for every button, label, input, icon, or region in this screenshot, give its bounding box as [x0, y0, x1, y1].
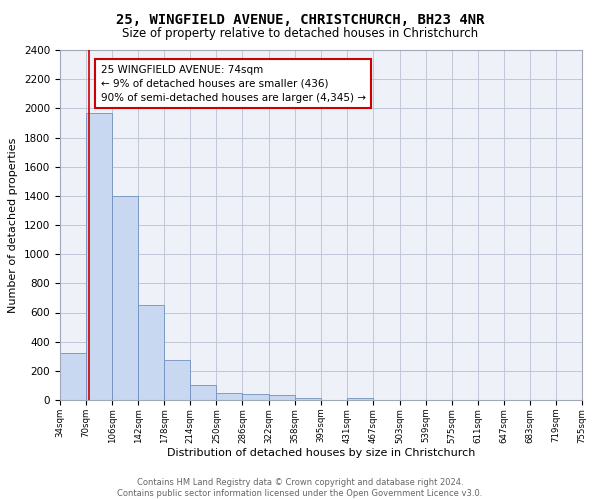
Y-axis label: Number of detached properties: Number of detached properties — [8, 138, 19, 312]
Bar — [138, 305, 164, 400]
Bar — [164, 360, 190, 400]
Bar — [347, 398, 373, 400]
Bar — [112, 196, 138, 400]
Bar — [295, 398, 322, 400]
Bar — [242, 394, 269, 400]
Text: 25, WINGFIELD AVENUE, CHRISTCHURCH, BH23 4NR: 25, WINGFIELD AVENUE, CHRISTCHURCH, BH23… — [116, 12, 484, 26]
Text: Contains HM Land Registry data © Crown copyright and database right 2024.
Contai: Contains HM Land Registry data © Crown c… — [118, 478, 482, 498]
Bar — [86, 112, 112, 400]
Text: Size of property relative to detached houses in Christchurch: Size of property relative to detached ho… — [122, 28, 478, 40]
Bar — [60, 352, 86, 400]
X-axis label: Distribution of detached houses by size in Christchurch: Distribution of detached houses by size … — [167, 448, 475, 458]
Bar — [269, 396, 295, 400]
Text: 25 WINGFIELD AVENUE: 74sqm
← 9% of detached houses are smaller (436)
90% of semi: 25 WINGFIELD AVENUE: 74sqm ← 9% of detac… — [101, 64, 365, 102]
Bar — [190, 384, 217, 400]
Bar — [217, 393, 242, 400]
